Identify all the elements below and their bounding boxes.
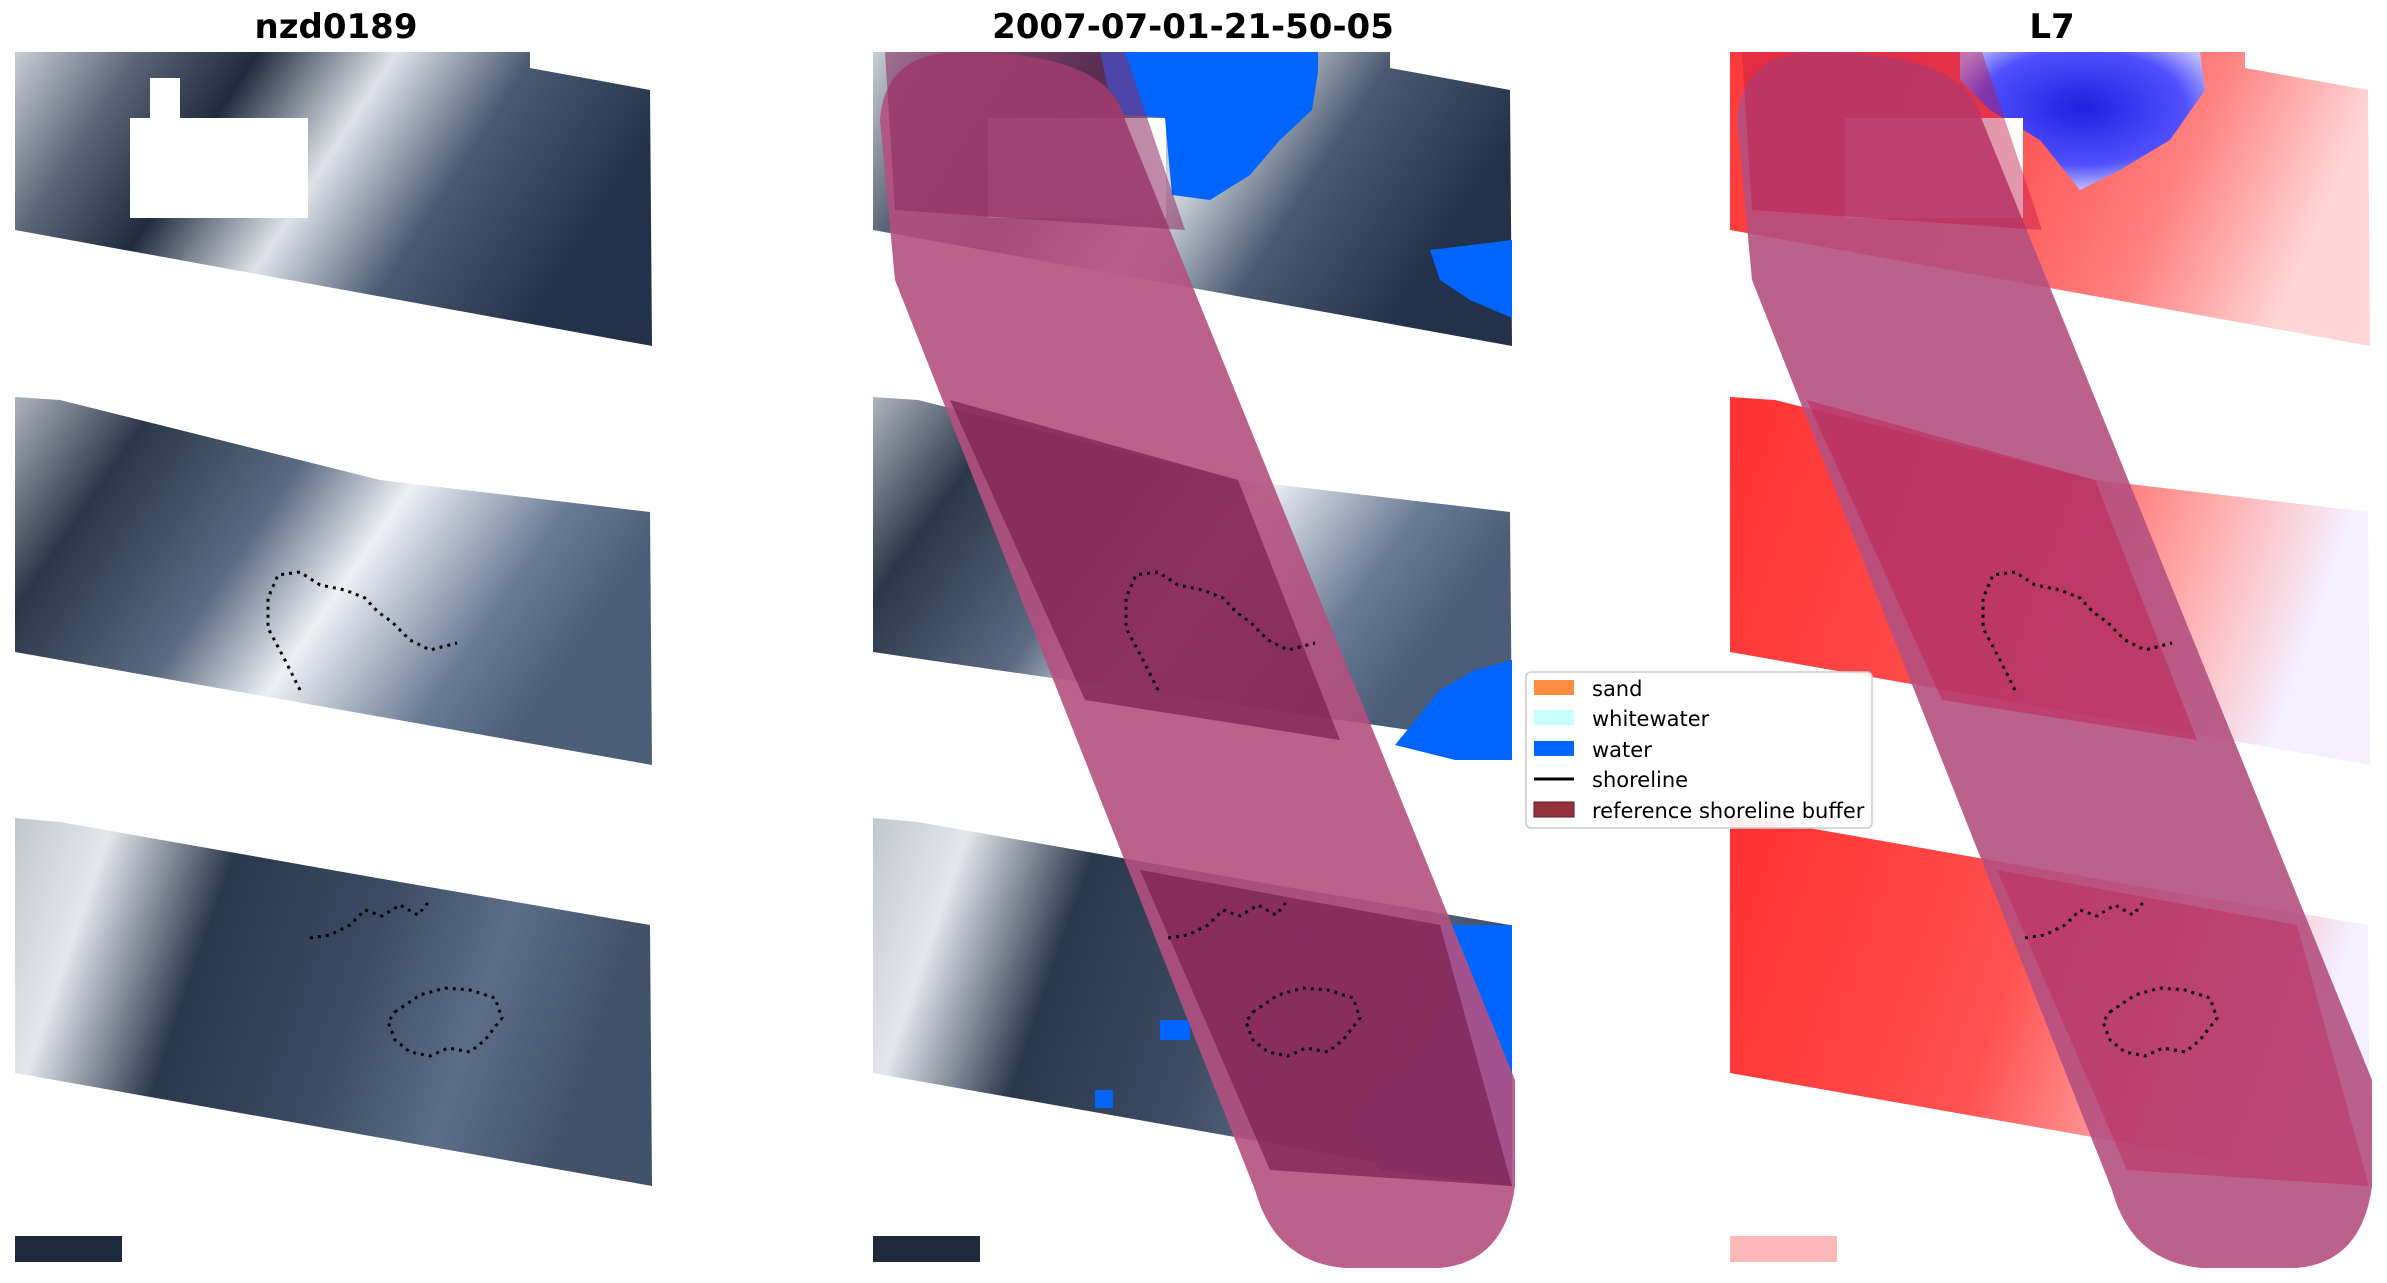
shoreline-trace [1167,899,1290,940]
panel-title: L7 [2029,7,2074,47]
legend-entry-reference-shoreline-buffer: reference shoreline buffer [1533,799,1865,823]
legend-label-reference-shoreline-buffer: reference shoreline buffer [1592,799,1865,823]
legend: sand whitewater water shoreline referenc… [1525,671,1873,829]
buffer-overlap [1997,870,2369,1186]
water-class [1160,1020,1190,1040]
image-strip [15,397,652,765]
shoreline-trace [266,570,458,691]
legend-entry-shoreline: shoreline [1534,768,1688,792]
image-strip [15,52,652,346]
legend-swatch-reference-shoreline-buffer [1533,801,1575,818]
negative-index-region [1960,52,2205,190]
panel-index-image: L7 [1730,7,2372,1268]
nodata-gap [130,118,308,218]
buffer-overlap [950,400,1340,740]
legend-label-sand: sand [1592,677,1642,701]
panel-title: nzd0189 [255,7,418,47]
scale-bar [873,1236,980,1262]
legend-entry-sand: sand [1534,677,1642,701]
water-class [1095,1090,1113,1108]
water-class [1430,240,1512,318]
legend-swatch-whitewater [1534,710,1574,725]
panel-rgb-image: nzd0189 [15,7,652,1262]
legend-entry-water: water [1534,738,1652,762]
panel-title: 2007-07-01-21-50-05 [992,7,1394,47]
buffer-overlap [1140,870,1512,1186]
legend-label-shoreline: shoreline [1592,768,1688,792]
shoreline-trace [1981,570,2173,691]
water-class [1100,52,1318,200]
buffer-overlap [1807,400,2197,740]
panel-classified-overlay: 2007-07-01-21-50-05 [873,7,1515,1268]
shoreline-trace [2024,899,2147,940]
scale-bar [1730,1236,1837,1262]
legend-entry-whitewater: whitewater [1534,707,1710,731]
nodata-gap [150,78,180,120]
legend-swatch-sand [1534,680,1574,695]
water-class [1395,660,1512,760]
legend-frame [1525,671,1873,829]
legend-swatch-water [1534,741,1574,756]
legend-label-water: water [1592,738,1652,762]
shoreline-trace [309,899,432,940]
image-strip [15,818,652,1186]
shoreline-trace [1124,570,1316,691]
reference-shoreline-buffer [1737,52,2372,1268]
buffer-overlap [1742,52,2042,230]
scale-bar [15,1236,122,1262]
buffer-overlap [885,52,1185,230]
legend-label-whitewater: whitewater [1592,707,1710,731]
